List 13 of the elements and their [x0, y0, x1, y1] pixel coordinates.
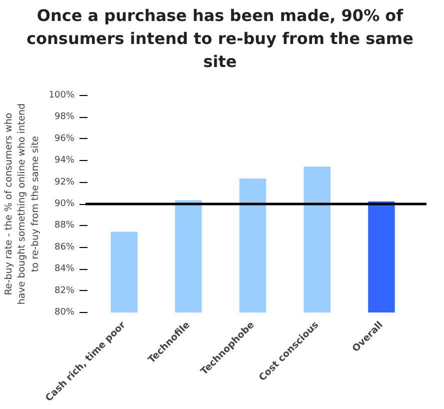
y-tick-label: 98% — [54, 112, 75, 122]
y-axis-title: Re-buy rate - the % of consumers who have bought something online who intend to re-buy from the same site — [3, 103, 41, 305]
y-tick-label: 100% — [48, 90, 75, 100]
y-tick-label: 82% — [54, 286, 75, 296]
y-tick-label: 92% — [54, 177, 75, 188]
chart-title: Once a purchase has been made, 90% of consumers intend to re-buy from the same site — [26, 5, 414, 73]
y-tick-label: 96% — [54, 134, 75, 144]
y-tick-label: 80% — [54, 308, 75, 318]
y-tick-label: 86% — [54, 242, 75, 252]
y-tick-label: 84% — [54, 264, 75, 274]
y-tick-label: 94% — [54, 156, 75, 166]
y-tick-label: 90% — [54, 199, 75, 209]
y-tick-label: 88% — [54, 220, 75, 231]
